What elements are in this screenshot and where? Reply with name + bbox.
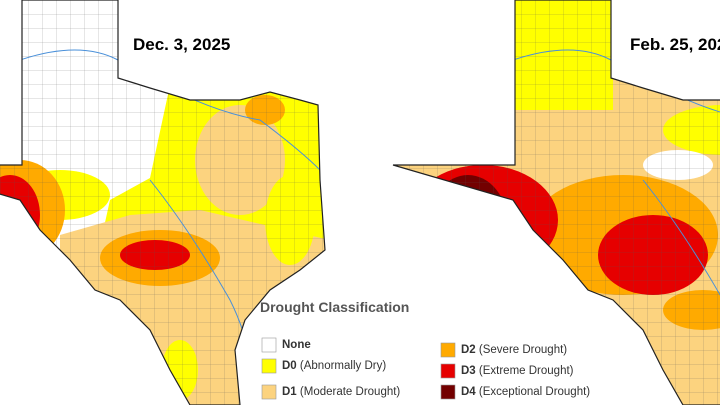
map-dec	[0, 0, 326, 405]
legend-code: D4	[461, 386, 476, 398]
state-outline	[0, 0, 326, 405]
legend-description: (Exceptional Drought)	[479, 386, 590, 398]
legend-swatch	[261, 337, 277, 353]
legend-code: D2	[461, 344, 476, 356]
drought-area	[0, 215, 17, 275]
state-outline	[392, 0, 720, 405]
legend-swatch	[261, 358, 277, 374]
map-date: Feb. 25, 2026	[630, 35, 720, 54]
legend-title: Drought Classification	[260, 299, 409, 315]
legend-description: (Extreme Drought)	[479, 365, 574, 377]
legend-swatch	[440, 342, 456, 358]
legend-label: D4 (Exceptional Drought)	[461, 386, 590, 398]
map-date: Dec. 3, 2025	[133, 35, 230, 54]
legend-description: (Moderate Drought)	[300, 386, 401, 398]
legend-label: D3 (Extreme Drought)	[461, 365, 574, 377]
legend-description: (Abnormally Dry)	[300, 360, 386, 372]
legend-label: D1 (Moderate Drought)	[282, 386, 400, 398]
legend-label: D0 (Abnormally Dry)	[282, 360, 386, 372]
county-grid	[0, 0, 325, 405]
legend-code: D1	[282, 386, 297, 398]
river	[642, 179, 720, 361]
legend-code: D0	[282, 360, 297, 372]
legend: None D0 (Abnormally Dry) D1 (Moderate Drou…	[261, 337, 590, 400]
legend-label: D2 (Severe Drought)	[461, 344, 567, 356]
legend-code: None	[282, 339, 311, 351]
legend-label: None	[282, 339, 311, 351]
legend-swatch	[440, 384, 456, 400]
legend-description: (Severe Drought)	[479, 344, 567, 356]
legend-swatch	[261, 384, 277, 400]
legend-swatch	[440, 363, 456, 379]
legend-code: D3	[461, 365, 476, 377]
